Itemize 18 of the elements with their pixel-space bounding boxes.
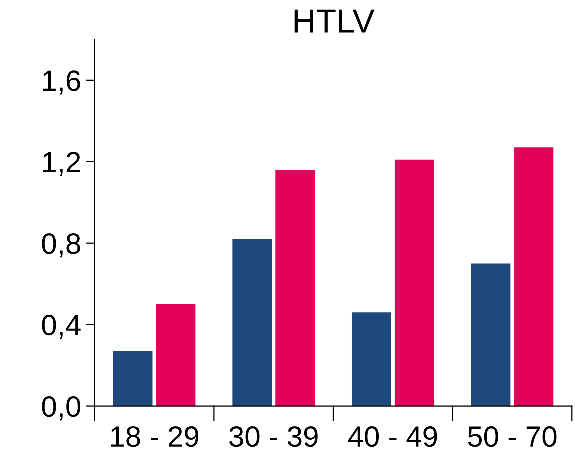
y-tick-label: 1,6 (43, 70, 80, 95)
bar (471, 264, 511, 406)
y-tick-label: 1,2 (43, 152, 80, 176)
bar (352, 312, 392, 406)
y-tick-label: 0,8 (42, 234, 80, 258)
chart-title: HTLV (294, 10, 375, 33)
bar (113, 351, 153, 406)
bar (514, 148, 554, 406)
x-tick-label: 50 - 70 (468, 426, 557, 448)
bar (276, 170, 316, 406)
x-tick-label: 18 - 29 (111, 426, 199, 448)
bar (232, 239, 272, 406)
x-tick-label: 40 - 49 (348, 426, 438, 448)
y-tick-label: 0,0 (42, 396, 81, 421)
x-tick-label: 30 - 39 (230, 426, 318, 448)
bar (156, 304, 196, 406)
y-tick-label: 0,4 (42, 315, 81, 340)
bar (394, 160, 434, 406)
